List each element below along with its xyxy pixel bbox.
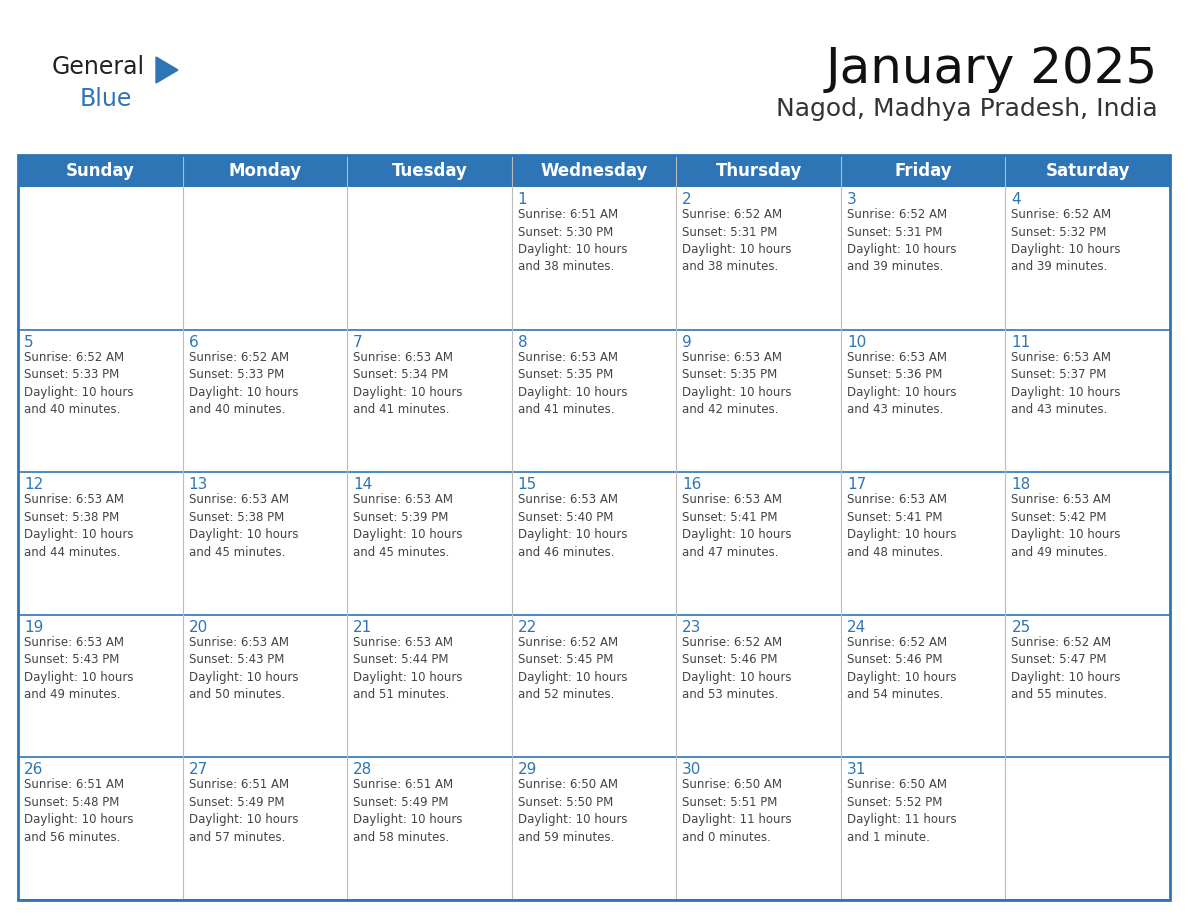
Text: 30: 30 [682,763,702,778]
Text: Sunrise: 6:53 AM
Sunset: 5:36 PM
Daylight: 10 hours
and 43 minutes.: Sunrise: 6:53 AM Sunset: 5:36 PM Dayligh… [847,351,956,416]
Text: 17: 17 [847,477,866,492]
Text: Sunrise: 6:53 AM
Sunset: 5:39 PM
Daylight: 10 hours
and 45 minutes.: Sunrise: 6:53 AM Sunset: 5:39 PM Dayligh… [353,493,462,559]
Text: Sunrise: 6:52 AM
Sunset: 5:46 PM
Daylight: 10 hours
and 54 minutes.: Sunrise: 6:52 AM Sunset: 5:46 PM Dayligh… [847,636,956,701]
Text: Sunrise: 6:50 AM
Sunset: 5:50 PM
Daylight: 10 hours
and 59 minutes.: Sunrise: 6:50 AM Sunset: 5:50 PM Dayligh… [518,778,627,844]
Text: Sunrise: 6:51 AM
Sunset: 5:48 PM
Daylight: 10 hours
and 56 minutes.: Sunrise: 6:51 AM Sunset: 5:48 PM Dayligh… [24,778,133,844]
Text: Sunrise: 6:53 AM
Sunset: 5:41 PM
Daylight: 10 hours
and 48 minutes.: Sunrise: 6:53 AM Sunset: 5:41 PM Dayligh… [847,493,956,559]
Text: 16: 16 [682,477,702,492]
Text: 4: 4 [1011,192,1020,207]
Polygon shape [156,57,178,83]
Text: Sunrise: 6:52 AM
Sunset: 5:31 PM
Daylight: 10 hours
and 39 minutes.: Sunrise: 6:52 AM Sunset: 5:31 PM Dayligh… [847,208,956,274]
Text: Sunrise: 6:53 AM
Sunset: 5:35 PM
Daylight: 10 hours
and 41 minutes.: Sunrise: 6:53 AM Sunset: 5:35 PM Dayligh… [518,351,627,416]
Text: Tuesday: Tuesday [392,162,467,180]
Text: 23: 23 [682,620,702,635]
Text: 21: 21 [353,620,372,635]
Text: Friday: Friday [895,162,952,180]
Text: Monday: Monday [228,162,302,180]
Text: Sunrise: 6:53 AM
Sunset: 5:38 PM
Daylight: 10 hours
and 44 minutes.: Sunrise: 6:53 AM Sunset: 5:38 PM Dayligh… [24,493,133,559]
Text: 29: 29 [518,763,537,778]
Text: Sunday: Sunday [65,162,134,180]
Text: 28: 28 [353,763,372,778]
Text: Sunrise: 6:52 AM
Sunset: 5:33 PM
Daylight: 10 hours
and 40 minutes.: Sunrise: 6:52 AM Sunset: 5:33 PM Dayligh… [24,351,133,416]
Text: Sunrise: 6:53 AM
Sunset: 5:37 PM
Daylight: 10 hours
and 43 minutes.: Sunrise: 6:53 AM Sunset: 5:37 PM Dayligh… [1011,351,1121,416]
Text: Sunrise: 6:52 AM
Sunset: 5:32 PM
Daylight: 10 hours
and 39 minutes.: Sunrise: 6:52 AM Sunset: 5:32 PM Dayligh… [1011,208,1121,274]
Text: Sunrise: 6:51 AM
Sunset: 5:49 PM
Daylight: 10 hours
and 58 minutes.: Sunrise: 6:51 AM Sunset: 5:49 PM Dayligh… [353,778,462,844]
Text: General: General [52,55,145,79]
Text: 12: 12 [24,477,43,492]
Text: 2: 2 [682,192,691,207]
Bar [18,155,1170,187]
Text: Sunrise: 6:51 AM
Sunset: 5:49 PM
Daylight: 10 hours
and 57 minutes.: Sunrise: 6:51 AM Sunset: 5:49 PM Dayligh… [189,778,298,844]
Text: 15: 15 [518,477,537,492]
Text: Sunrise: 6:52 AM
Sunset: 5:33 PM
Daylight: 10 hours
and 40 minutes.: Sunrise: 6:52 AM Sunset: 5:33 PM Dayligh… [189,351,298,416]
Text: January 2025: January 2025 [826,45,1158,93]
Text: 3: 3 [847,192,857,207]
Text: Sunrise: 6:53 AM
Sunset: 5:40 PM
Daylight: 10 hours
and 46 minutes.: Sunrise: 6:53 AM Sunset: 5:40 PM Dayligh… [518,493,627,559]
Text: Blue: Blue [80,87,132,111]
Text: 24: 24 [847,620,866,635]
Text: 6: 6 [189,334,198,350]
Text: Sunrise: 6:53 AM
Sunset: 5:42 PM
Daylight: 10 hours
and 49 minutes.: Sunrise: 6:53 AM Sunset: 5:42 PM Dayligh… [1011,493,1121,559]
Text: Sunrise: 6:52 AM
Sunset: 5:45 PM
Daylight: 10 hours
and 52 minutes.: Sunrise: 6:52 AM Sunset: 5:45 PM Dayligh… [518,636,627,701]
Text: 7: 7 [353,334,362,350]
Text: Sunrise: 6:53 AM
Sunset: 5:34 PM
Daylight: 10 hours
and 41 minutes.: Sunrise: 6:53 AM Sunset: 5:34 PM Dayligh… [353,351,462,416]
Text: 5: 5 [24,334,33,350]
Text: 26: 26 [24,763,44,778]
Text: 9: 9 [682,334,693,350]
Text: Sunrise: 6:52 AM
Sunset: 5:31 PM
Daylight: 10 hours
and 38 minutes.: Sunrise: 6:52 AM Sunset: 5:31 PM Dayligh… [682,208,791,274]
Text: 1: 1 [518,192,527,207]
Text: Sunrise: 6:52 AM
Sunset: 5:46 PM
Daylight: 10 hours
and 53 minutes.: Sunrise: 6:52 AM Sunset: 5:46 PM Dayligh… [682,636,791,701]
Bar [18,155,1170,900]
Text: Sunrise: 6:50 AM
Sunset: 5:51 PM
Daylight: 11 hours
and 0 minutes.: Sunrise: 6:50 AM Sunset: 5:51 PM Dayligh… [682,778,792,844]
Text: Sunrise: 6:50 AM
Sunset: 5:52 PM
Daylight: 11 hours
and 1 minute.: Sunrise: 6:50 AM Sunset: 5:52 PM Dayligh… [847,778,956,844]
Text: Sunrise: 6:53 AM
Sunset: 5:43 PM
Daylight: 10 hours
and 50 minutes.: Sunrise: 6:53 AM Sunset: 5:43 PM Dayligh… [189,636,298,701]
Text: Nagod, Madhya Pradesh, India: Nagod, Madhya Pradesh, India [777,97,1158,121]
Text: Sunrise: 6:53 AM
Sunset: 5:35 PM
Daylight: 10 hours
and 42 minutes.: Sunrise: 6:53 AM Sunset: 5:35 PM Dayligh… [682,351,791,416]
Text: 13: 13 [189,477,208,492]
Text: 10: 10 [847,334,866,350]
Text: 22: 22 [518,620,537,635]
Text: 11: 11 [1011,334,1031,350]
Text: Wednesday: Wednesday [541,162,647,180]
Text: Sunrise: 6:53 AM
Sunset: 5:38 PM
Daylight: 10 hours
and 45 minutes.: Sunrise: 6:53 AM Sunset: 5:38 PM Dayligh… [189,493,298,559]
Text: Saturday: Saturday [1045,162,1130,180]
Text: 18: 18 [1011,477,1031,492]
Text: 19: 19 [24,620,44,635]
Text: 25: 25 [1011,620,1031,635]
Text: Thursday: Thursday [715,162,802,180]
Text: 20: 20 [189,620,208,635]
Text: Sunrise: 6:53 AM
Sunset: 5:43 PM
Daylight: 10 hours
and 49 minutes.: Sunrise: 6:53 AM Sunset: 5:43 PM Dayligh… [24,636,133,701]
Text: Sunrise: 6:53 AM
Sunset: 5:44 PM
Daylight: 10 hours
and 51 minutes.: Sunrise: 6:53 AM Sunset: 5:44 PM Dayligh… [353,636,462,701]
Text: Sunrise: 6:51 AM
Sunset: 5:30 PM
Daylight: 10 hours
and 38 minutes.: Sunrise: 6:51 AM Sunset: 5:30 PM Dayligh… [518,208,627,274]
Text: Sunrise: 6:53 AM
Sunset: 5:41 PM
Daylight: 10 hours
and 47 minutes.: Sunrise: 6:53 AM Sunset: 5:41 PM Dayligh… [682,493,791,559]
Text: 31: 31 [847,763,866,778]
Text: 14: 14 [353,477,372,492]
Text: Sunrise: 6:52 AM
Sunset: 5:47 PM
Daylight: 10 hours
and 55 minutes.: Sunrise: 6:52 AM Sunset: 5:47 PM Dayligh… [1011,636,1121,701]
Text: 8: 8 [518,334,527,350]
Text: 27: 27 [189,763,208,778]
